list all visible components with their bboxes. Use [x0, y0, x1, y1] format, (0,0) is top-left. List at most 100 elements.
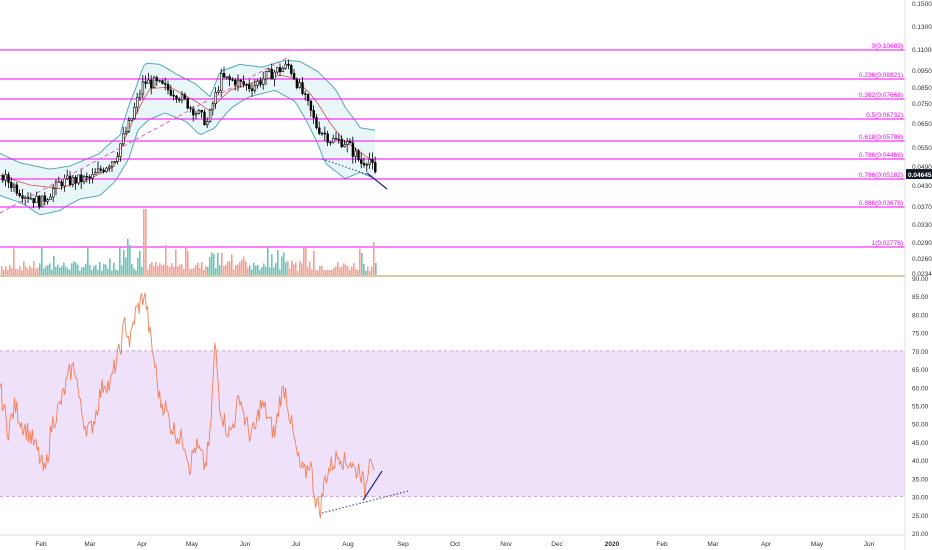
volume-bar — [11, 268, 13, 275]
volume-bar — [257, 264, 259, 275]
candle-body — [270, 68, 273, 80]
fib-level-label: 0(0.10689) — [872, 43, 903, 50]
fib-level-label: 0.236(0.08821) — [859, 72, 903, 79]
candle-body — [203, 111, 206, 125]
volume-bar — [239, 261, 241, 275]
volume-bar — [91, 270, 93, 275]
volume-bar — [69, 269, 71, 275]
volume-bar — [313, 250, 315, 275]
candle-body — [24, 196, 27, 199]
volume-bar — [337, 262, 339, 275]
volume-bar — [187, 251, 189, 275]
volume-bar — [363, 263, 365, 275]
rsi-axis-label: 40.00 — [912, 458, 929, 465]
volume-bar — [359, 248, 361, 275]
volume-bar — [101, 270, 103, 275]
volume-bar — [87, 247, 89, 275]
candle-body — [309, 100, 313, 111]
candle-body — [189, 107, 192, 109]
candle-body — [46, 199, 49, 202]
volume-bar — [191, 268, 193, 275]
candle-body — [278, 67, 282, 73]
candle-body — [60, 181, 63, 187]
candle-body — [10, 182, 13, 188]
rsi-pane[interactable] — [0, 292, 905, 519]
candle-body — [354, 150, 357, 157]
volume-bar — [211, 252, 213, 275]
candle-body — [38, 195, 41, 208]
candle-body — [326, 133, 329, 143]
volume-bar — [299, 261, 301, 275]
candle-body — [158, 80, 161, 82]
fib-level-label: 0.5(0.06732) — [866, 112, 903, 119]
volume-bar — [115, 269, 117, 275]
volume-bar — [61, 266, 63, 275]
rsi-axis-label: 60.00 — [912, 385, 929, 392]
volume-bar — [333, 267, 335, 275]
rsi-axis[interactable]: 90.00 85.00 80.00 75.00 70.00 65.00 60.00 55.00… — [912, 276, 929, 538]
bollinger-upper — [0, 59, 376, 170]
candle-body — [318, 127, 321, 134]
candle-body — [281, 67, 285, 73]
time-axis[interactable]: Feb Mar Apr May Jun Jul Aug Sep Oct Nov Dec 2020 Feb… — [0, 0, 906, 550]
volume-bar — [347, 266, 349, 275]
volume-bar — [17, 269, 19, 275]
fib-level-label: 1(0.02776) — [872, 240, 903, 247]
candle-body — [329, 141, 332, 144]
volume-bar — [27, 269, 29, 275]
time-axis-label: Sep — [397, 541, 409, 548]
volume-bar — [63, 262, 65, 275]
candle-body — [348, 140, 352, 144]
volume-bar — [371, 266, 373, 275]
candle-body — [368, 159, 371, 165]
volume-bar — [177, 266, 179, 275]
candle-body — [130, 118, 133, 121]
candle-body — [357, 150, 360, 161]
candle-body — [1, 175, 5, 181]
volume-bar — [281, 256, 283, 275]
price-trendlines[interactable] — [0, 55, 388, 214]
volume-bar — [55, 266, 57, 275]
fib-level-label: 0.786(0.05182) — [859, 172, 903, 179]
volume-bar — [287, 260, 289, 275]
candle-body — [82, 176, 86, 183]
fibonacci-retracement[interactable]: 0(0.10689) 0.236(0.08821) 0.382(0.07666) 0.… — [0, 43, 905, 248]
volume-bar — [233, 269, 235, 275]
candle-body — [256, 80, 259, 86]
candle-body — [312, 110, 315, 118]
volume-bar — [243, 256, 245, 275]
current-price-label: 0.04645 — [908, 172, 932, 179]
candle-body — [110, 161, 114, 167]
candle-body — [49, 196, 52, 200]
time-axis-label: May — [186, 541, 199, 548]
time-axis-label: Apr — [761, 541, 772, 548]
candle-body — [7, 174, 10, 183]
volume-bar — [205, 266, 207, 275]
volume-bar — [207, 266, 209, 275]
volume-bar — [95, 265, 97, 275]
volume-bar — [289, 268, 291, 275]
volume-bar — [209, 256, 211, 275]
volume-bar — [49, 263, 51, 275]
volume-bar — [19, 266, 21, 275]
volume-bar — [117, 270, 119, 275]
candle-body — [360, 159, 363, 164]
rsi-axis-label: 35.00 — [912, 476, 929, 483]
candle-body — [206, 121, 209, 125]
price-pane[interactable]: 0(0.10689) 0.236(0.08821) 0.382(0.07666) 0.… — [0, 43, 905, 275]
candle-body — [147, 79, 150, 84]
volume-bar — [105, 264, 107, 275]
volume-bar — [339, 267, 341, 275]
candle-body — [116, 156, 119, 162]
candle-body — [332, 138, 335, 143]
fib-level-label: 0.382(0.07666) — [859, 92, 903, 99]
rsi-divergence-lines[interactable] — [321, 470, 409, 514]
volume-bar — [229, 261, 231, 275]
price-divergence-solid — [366, 172, 388, 190]
candle-body — [91, 174, 94, 179]
volume-bar — [261, 267, 263, 275]
candle-body — [253, 85, 257, 91]
